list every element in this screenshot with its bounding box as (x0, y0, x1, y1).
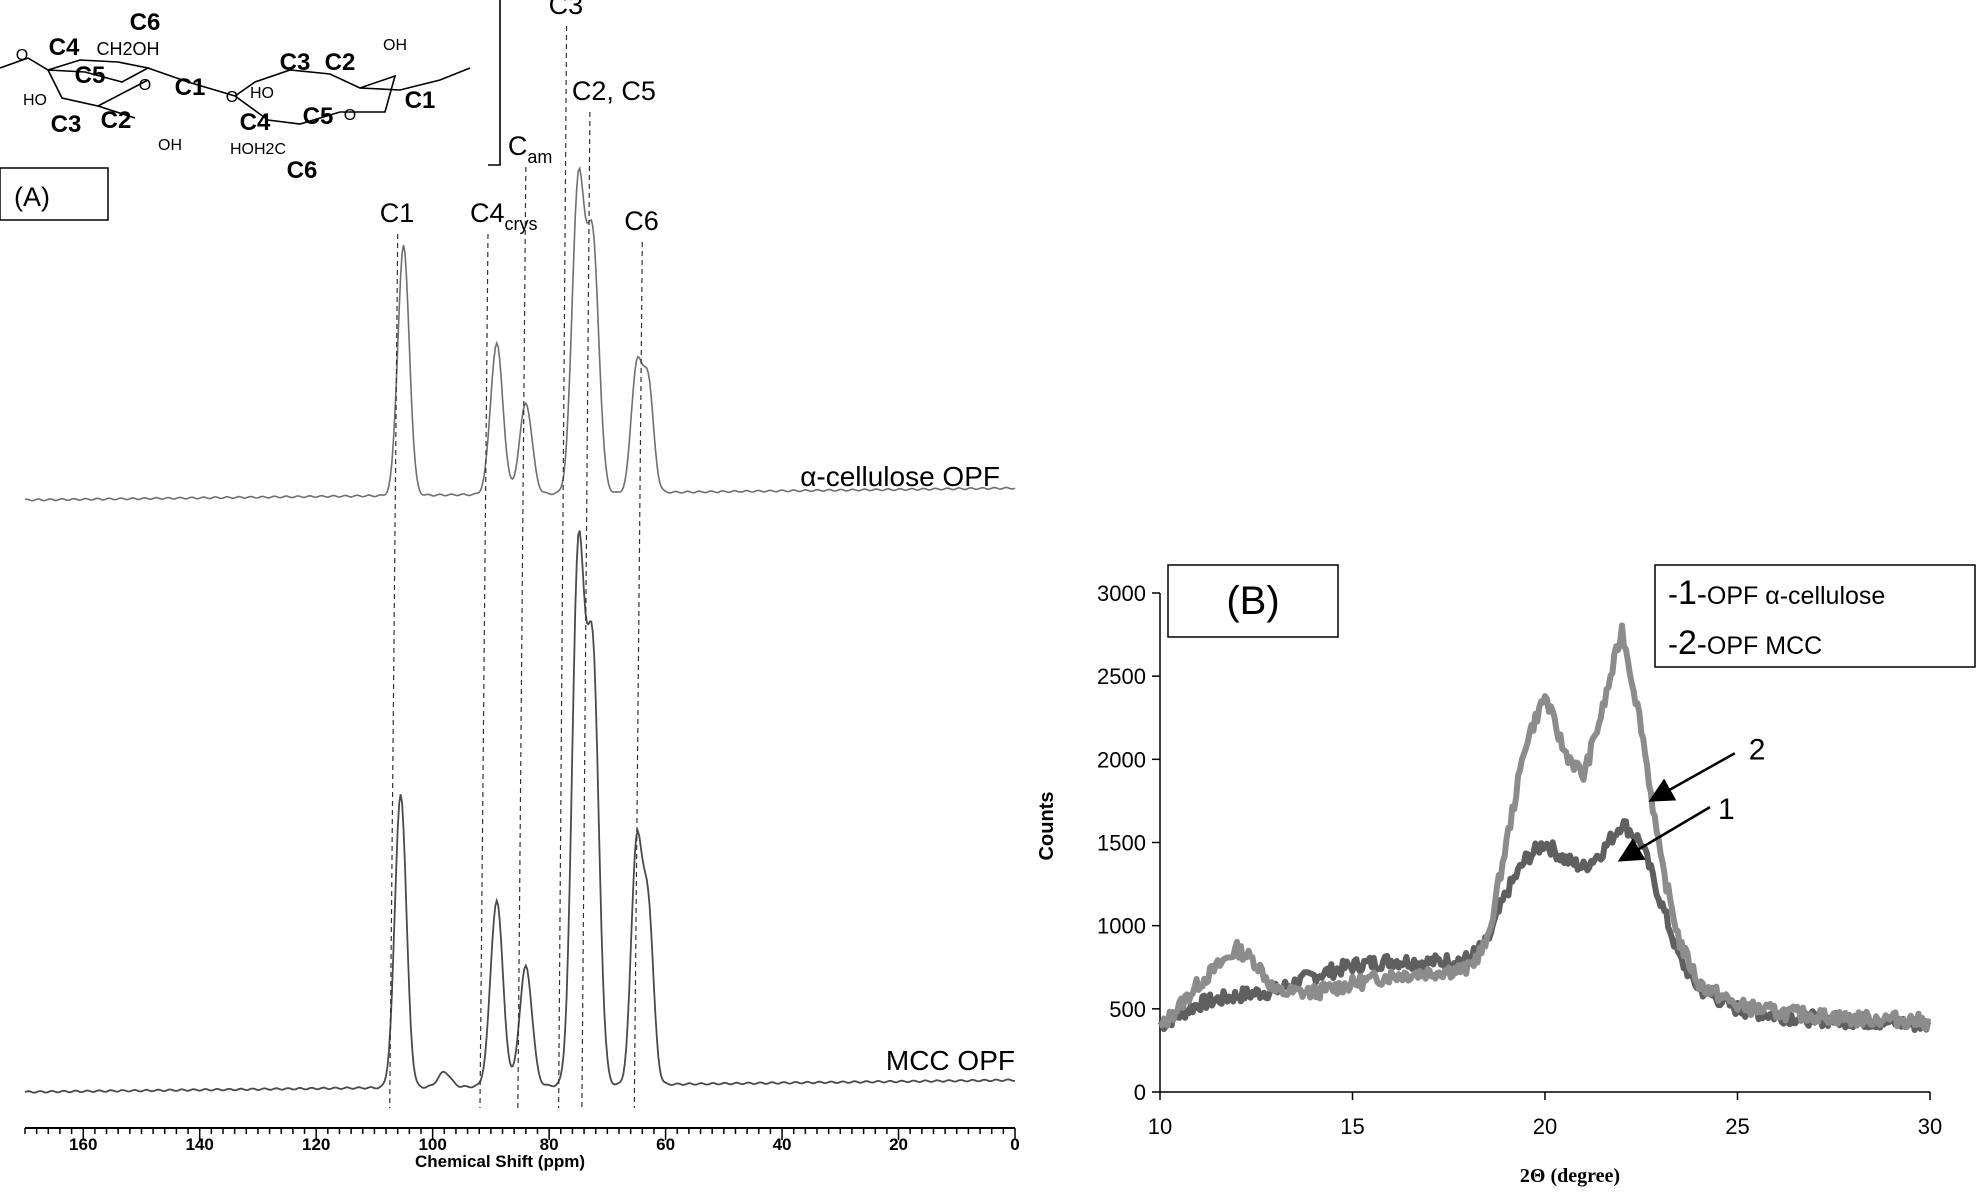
nmr-x-tick-label: 20 (889, 1135, 908, 1154)
nmr-x-tick-label: 40 (773, 1135, 792, 1154)
peak-label: C1 (380, 198, 415, 228)
structure-atom-label: HO (23, 92, 47, 109)
structure-atom-label: C5 (75, 62, 106, 89)
xrd-y-tick-label: 0 (1134, 1080, 1146, 1105)
structure-atom-label: HOH2C (230, 141, 286, 158)
cellulose-structure-diagram (0, 0, 501, 166)
peak-line (581, 111, 591, 1109)
peak-label: Cam (508, 131, 553, 167)
xrd-y-tick-label: 2500 (1097, 664, 1146, 689)
structure-atom-label: C1 (175, 74, 206, 101)
xrd-x-tick-label: 25 (1725, 1114, 1749, 1139)
peak-line (557, 25, 568, 1109)
structure-atom-label: O (139, 77, 151, 94)
legend-box (1654, 564, 1976, 668)
xrd-y-axis-label: Counts (1036, 792, 1058, 861)
series-line-opf-mcc (1158, 622, 1932, 1032)
peak-line (389, 233, 399, 1109)
series-label-mcc: MCC OPF (886, 1045, 1015, 1076)
structure-atom-label: OH (158, 137, 182, 154)
xrd-y-tick-label: 3000 (1097, 581, 1146, 606)
peak-label: C3 (549, 0, 584, 20)
nmr-x-tick-label: 0 (1010, 1135, 1019, 1154)
xrd-y-tick-label: 1500 (1097, 831, 1146, 856)
annotation-arrow (1617, 806, 1711, 862)
structure-atom-label: O (344, 107, 356, 124)
peak-label: C6 (624, 206, 659, 236)
xrd-y-tick-label: 500 (1109, 997, 1146, 1022)
structure-atom-label: C2 (325, 49, 356, 76)
peak-label: C4crys (470, 198, 538, 234)
structure-atom-label: C4 (240, 109, 271, 136)
structure-atom-label: O (226, 89, 238, 106)
structure-atom-label: C1 (405, 87, 436, 114)
structure-atom-label: C5 (303, 103, 334, 130)
annotation-label: 1 (1718, 793, 1735, 826)
structure-atom-label: C2 (101, 107, 132, 134)
legend-text-1: OPF α-cellulose (1707, 582, 1885, 610)
structure-atom-label: CH2OH (96, 39, 159, 59)
xrd-x-axis-label: 2Θ (degree) (1520, 1165, 1620, 1187)
peak-line (633, 241, 643, 1109)
legend-text-2: OPF MCC (1707, 632, 1822, 660)
peak-line (479, 233, 489, 1109)
structure-atom-label: C3 (280, 49, 311, 76)
xrd-x-tick-label: 20 (1533, 1114, 1557, 1139)
nmr-x-tick-label: 100 (418, 1135, 446, 1154)
series-line-mcc (24, 530, 1016, 1094)
panel-a-label: (A) (14, 182, 50, 212)
peak-label: C2, C5 (572, 76, 656, 106)
series-label-alpha-cellulose: α-cellulose OPF (800, 461, 1000, 492)
structure-atom-label: C6 (130, 9, 161, 36)
structure-atom-label: OH (383, 37, 407, 54)
xrd-y-tick-label: 2000 (1097, 747, 1146, 772)
structure-atom-label: O (16, 47, 28, 64)
peak-line (517, 166, 527, 1109)
xrd-x-tick-label: 15 (1340, 1114, 1364, 1139)
panel-b-label: (B) (1226, 579, 1279, 623)
nmr-x-tick-label: 160 (69, 1135, 97, 1154)
nmr-x-tick-label: 140 (186, 1135, 214, 1154)
nmr-x-tick-label: 60 (656, 1135, 675, 1154)
structure-atom-label: C6 (287, 157, 318, 184)
xrd-x-tick-label: 10 (1148, 1114, 1172, 1139)
structure-atom-label: C4 (49, 34, 80, 61)
xrd-y-tick-label: 1000 (1097, 914, 1146, 939)
annotation-arrow (1648, 752, 1736, 802)
legend-number-1: 1 (1678, 574, 1697, 612)
structure-atom-label: C3 (51, 111, 82, 138)
panel-b-label-box (1167, 564, 1339, 638)
nmr-x-tick-label: 80 (540, 1135, 559, 1154)
structure-atom-label: HO (250, 85, 274, 102)
series-line-alpha-cellulose (24, 165, 1016, 502)
xrd-x-tick-label: 30 (1918, 1114, 1942, 1139)
panel-a-label-box (0, 167, 109, 221)
annotation-label: 2 (1749, 733, 1766, 766)
legend-number-2: 2 (1678, 624, 1697, 662)
series-line-opf-alpha-cellulose (1157, 818, 1932, 1033)
nmr-x-axis-label: Chemical Shift (ppm) (415, 1152, 585, 1171)
nmr-x-tick-label: 120 (302, 1135, 330, 1154)
